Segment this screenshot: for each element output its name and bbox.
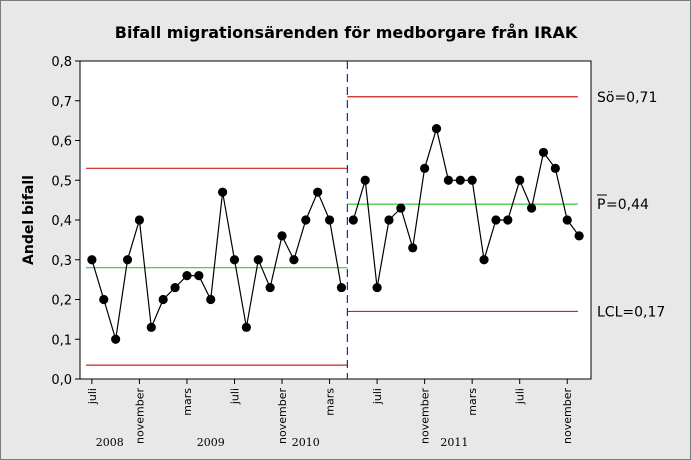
data-point	[277, 231, 287, 241]
data-point	[503, 215, 513, 225]
x-tick-label: november	[133, 388, 146, 444]
data-point	[146, 322, 156, 332]
x-tick-label: mars	[466, 388, 479, 416]
data-point	[396, 203, 406, 213]
data-point	[229, 255, 240, 265]
y-tick-label: 0,2	[51, 294, 72, 309]
data-point	[538, 147, 549, 158]
data-point	[336, 282, 347, 293]
x-tick-label: juli	[514, 388, 527, 405]
data-point	[348, 215, 358, 225]
data-point	[170, 282, 180, 293]
series-line	[91, 190, 342, 340]
x-tick-label: juli	[371, 388, 384, 405]
data-point	[158, 294, 168, 305]
data-point	[491, 215, 501, 225]
y-tick-label: 0,0	[51, 373, 72, 388]
data-point	[218, 187, 228, 197]
data-point	[431, 123, 442, 134]
x-tick-label: mars	[324, 388, 337, 416]
y-tick-label: 0,1	[51, 333, 72, 348]
data-point	[360, 175, 370, 185]
x-tick-label: juli	[86, 388, 99, 405]
data-point	[515, 175, 525, 185]
axis-ticks: 0,0 0,1 0,2 0,3 0,4 0,5 0,6 0,7 0,8 juli november m…	[51, 55, 574, 449]
data-point	[467, 175, 477, 185]
y-tick-label: 0,4	[51, 214, 72, 229]
data-point	[372, 282, 382, 293]
data-point	[324, 215, 335, 225]
data-point	[420, 163, 430, 173]
data-point	[550, 163, 560, 173]
data-point	[384, 215, 394, 225]
y-tick-label: 0,3	[51, 254, 72, 269]
data-point	[574, 231, 584, 241]
control-limits	[85, 61, 578, 379]
data-point	[99, 294, 109, 305]
center-label-value: =0,44	[606, 197, 649, 213]
year-label: 2011	[440, 436, 468, 449]
data-point	[87, 255, 97, 265]
data-point	[206, 294, 216, 305]
ucl-label: Sö=0,71	[597, 90, 657, 106]
data-point	[455, 175, 465, 185]
data-point	[241, 322, 251, 332]
data-point	[301, 215, 311, 225]
x-tick-label: november	[419, 388, 432, 444]
center-label: P =0,44	[597, 194, 649, 213]
data-point	[443, 175, 453, 185]
x-tick-label: mars	[181, 388, 194, 416]
data-point	[562, 215, 572, 225]
data-point	[408, 243, 418, 253]
data-point	[122, 255, 133, 265]
y-tick-label: 0,5	[51, 174, 72, 189]
y-tick-label: 0,7	[51, 95, 72, 110]
data-point	[182, 271, 192, 281]
data-point	[289, 255, 299, 265]
data-point	[253, 255, 263, 265]
x-tick-label: november	[561, 388, 574, 444]
year-label: 2010	[292, 436, 320, 449]
y-tick-label: 0,8	[51, 55, 72, 70]
x-tick-label: juli	[228, 388, 241, 405]
year-label: 2008	[96, 436, 124, 449]
chart-title: Bifall migrationsärenden för medborgare …	[115, 23, 578, 42]
y-tick-label: 0,6	[51, 135, 72, 150]
year-label: 2009	[197, 436, 225, 449]
y-axis-label: Andel bifall	[21, 175, 37, 265]
data-point	[526, 203, 537, 213]
data-point	[111, 334, 121, 344]
data-point	[479, 255, 489, 265]
data-series	[87, 123, 584, 344]
data-point	[265, 282, 275, 293]
data-point	[134, 215, 145, 225]
x-tick-label: november	[276, 388, 289, 444]
plot-area	[79, 60, 592, 380]
lcl-label: LCL=0,17	[597, 304, 665, 320]
data-point	[194, 271, 204, 281]
center-label-symbol: P	[597, 197, 605, 213]
data-point	[313, 187, 323, 197]
